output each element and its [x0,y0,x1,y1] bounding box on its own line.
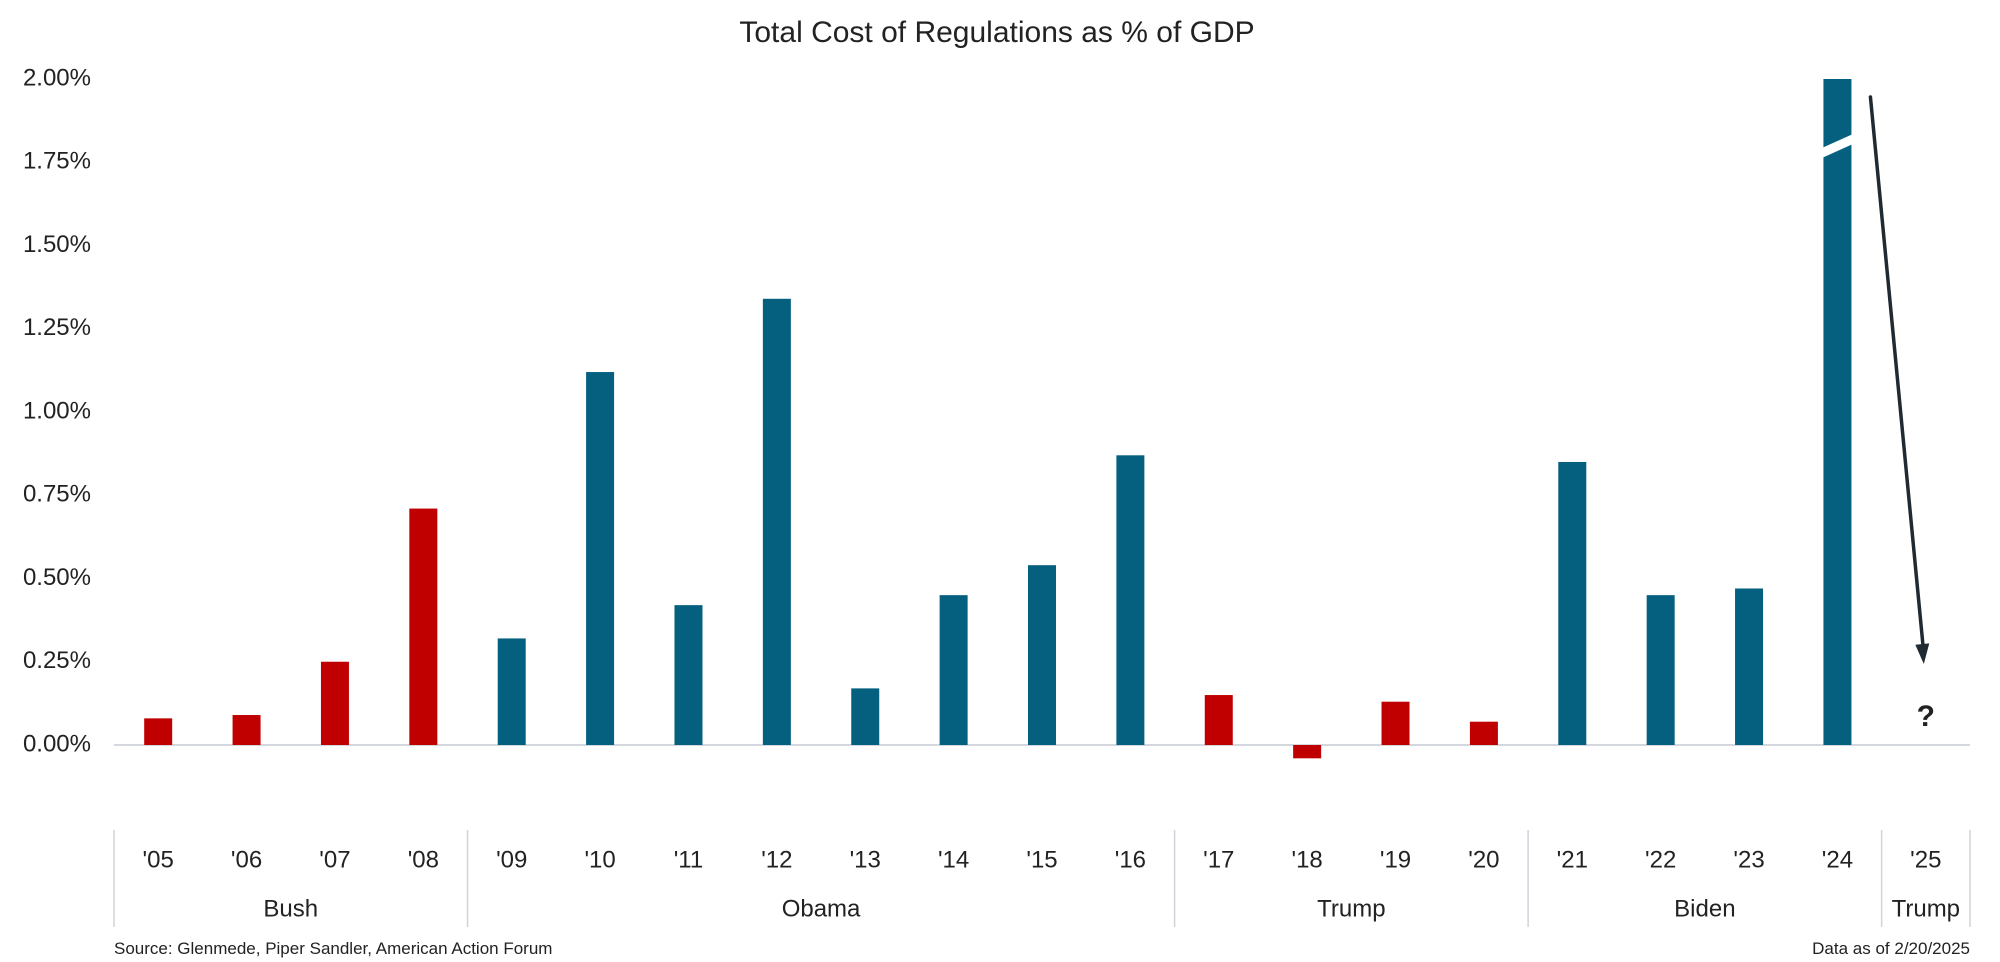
bar-12 [762,298,791,745]
x-tick-label: '24 [1822,846,1853,873]
bar-13 [851,688,880,745]
axis-break-mark [1817,132,1858,160]
administration-label: Bush [263,895,318,922]
x-tick-label: '14 [938,846,969,873]
arrow-line [1868,95,1926,656]
bar-24 [1823,79,1852,745]
x-tick-label: '05 [143,846,174,873]
x-tick-label: '21 [1557,846,1588,873]
bar-22 [1646,595,1675,745]
administration-label: Trump [1317,895,1385,922]
x-tick-label: '20 [1468,846,1499,873]
y-tick-label: 1.75% [23,148,91,175]
bars [144,79,1852,759]
y-tick-label: 0.50% [23,564,91,591]
administration-label: Biden [1674,895,1735,922]
x-tick-label: '15 [1026,846,1057,873]
bar-19 [1381,701,1410,745]
x-tick-label: '18 [1292,846,1323,873]
x-tick-label: '06 [231,846,262,873]
arrow-head [1915,643,1930,664]
y-tick-label: 0.25% [23,647,91,674]
bar-21 [1558,461,1587,745]
administration-label: Obama [782,895,861,922]
bar-08 [409,508,438,745]
x-axis: '05 '06 '07 '08 '09 '10 '11 '12 '13 '14 '15 '16 '17 '… [113,830,1971,927]
x-tick-label: '12 [761,846,792,873]
bar-20 [1469,721,1498,745]
bar-23 [1735,588,1764,745]
x-tick-label: '22 [1645,846,1676,873]
y-tick-label: 0.00% [23,730,91,757]
x-tick-label: '09 [496,846,527,873]
y-tick-label: 1.00% [23,397,91,424]
bar-10 [586,372,615,745]
data-date-note: Data as of 2/20/2025 [1812,939,1970,958]
x-tick-label: '08 [408,846,439,873]
administration-label: Trump [1892,895,1960,922]
y-tick-label: 1.25% [23,314,91,341]
bar-16 [1116,455,1145,745]
x-tick-label: '19 [1380,846,1411,873]
bar-18 [1293,745,1322,759]
y-axis: 0.00% 0.25% 0.50% 0.75% 1.00% 1.25% 1.50% 1.75%… [23,64,1970,757]
unknown-value-label: ? [1917,700,1935,733]
x-tick-label: '16 [1115,846,1146,873]
bar-15 [1028,565,1056,745]
x-tick-label: '25 [1910,846,1941,873]
chart-title: Total Cost of Regulations as % of GDP [739,16,1254,49]
bar-11 [674,605,703,745]
bar-05 [144,718,173,745]
bar-14 [939,595,968,745]
bar-09 [497,638,526,745]
x-tick-label: '23 [1733,846,1764,873]
y-tick-label: 1.50% [23,231,91,258]
x-tick-label: '10 [584,846,615,873]
bar-06 [232,715,261,745]
bar-07 [320,661,349,745]
x-tick-label: '07 [319,846,350,873]
x-tick-label: '11 [674,846,704,873]
bar-17 [1204,695,1233,745]
annotations: ? [1817,95,1935,733]
x-tick-label: '13 [850,846,881,873]
x-tick-label: '17 [1203,846,1234,873]
source-note: Source: Glenmede, Piper Sandler, America… [114,939,552,958]
y-tick-label: 2.00% [23,64,91,91]
y-tick-label: 0.75% [23,481,91,508]
